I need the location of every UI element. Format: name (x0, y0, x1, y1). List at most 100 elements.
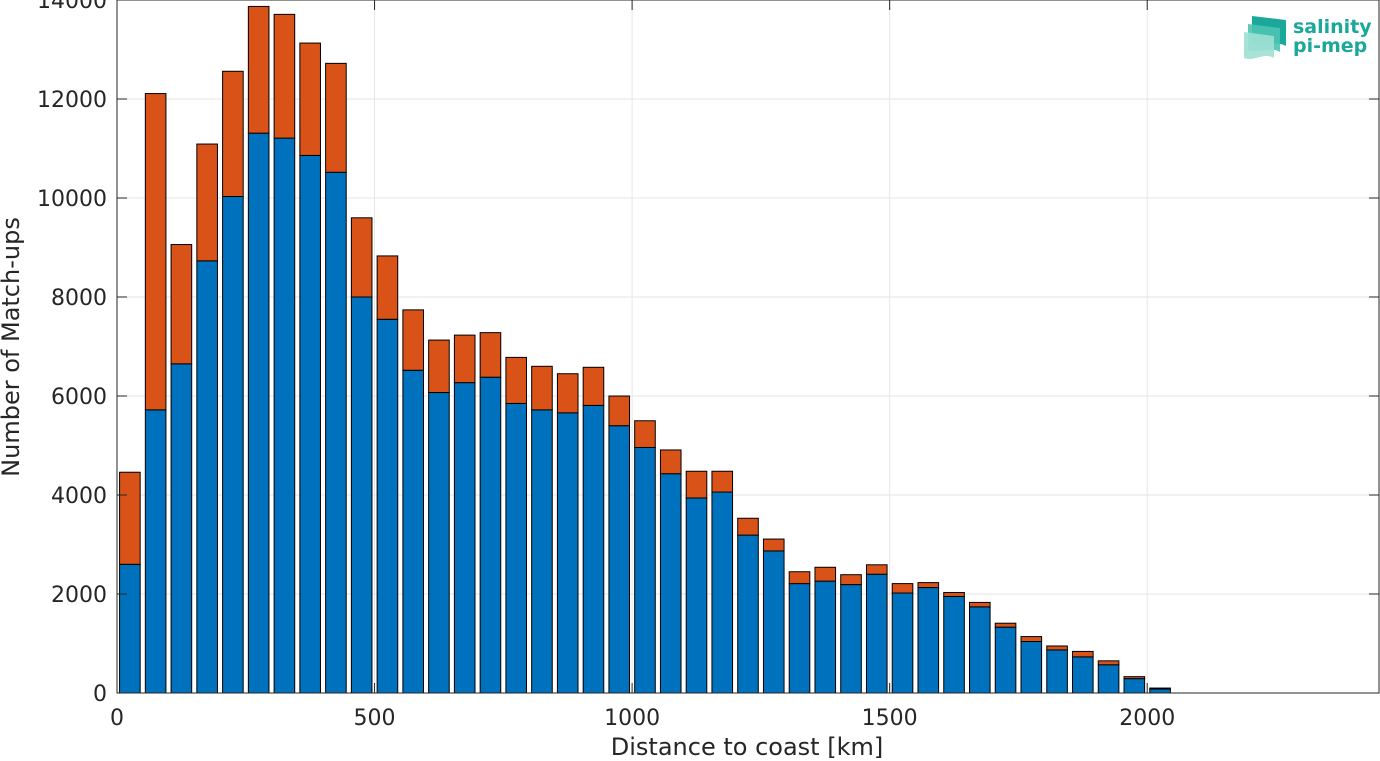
y-tick-label: 6000 (51, 385, 107, 410)
bar-series-1 (968, 606, 991, 694)
x-tick-label: 1000 (604, 706, 660, 731)
y-tick-label: 14000 (37, 0, 107, 14)
bar-series-2 (556, 373, 579, 414)
bar-series-2 (350, 217, 373, 298)
x-tick-label: 2000 (1119, 706, 1175, 731)
bar-series-1 (170, 363, 193, 694)
bar-series-2 (247, 5, 270, 134)
bar-series-2 (608, 395, 631, 427)
bar-series-1 (814, 580, 837, 694)
bar-series-2 (659, 449, 682, 475)
bar-series-2 (1097, 660, 1120, 666)
bar-series-2 (453, 334, 476, 384)
bar-series-2 (376, 255, 399, 320)
bar-series-1 (737, 534, 759, 694)
bar-series-2 (582, 366, 605, 406)
bar-series-1 (943, 595, 965, 694)
bar-series-1 (273, 137, 296, 694)
bar-series-2 (814, 566, 837, 582)
bar-series-2 (917, 582, 940, 589)
bar-series-1 (659, 473, 682, 694)
bar-series-2 (865, 564, 888, 575)
bar-series-1 (1020, 641, 1043, 694)
bar-series-2 (994, 622, 1017, 628)
bar-series-1 (222, 196, 244, 694)
bar-series-2 (1123, 676, 1146, 680)
bar-series-1 (531, 409, 553, 694)
ticks-group (116, 0, 1379, 694)
bar-series-2 (1020, 636, 1043, 643)
bar-series-1 (402, 369, 424, 694)
bar-series-1 (299, 154, 321, 694)
x-tick-label: 500 (354, 706, 396, 731)
bar-series-2 (273, 13, 296, 139)
bar-series-2 (505, 356, 528, 404)
bar-series-1 (119, 563, 141, 694)
bar-series-1 (711, 491, 734, 694)
y-tick-label: 12000 (37, 88, 107, 113)
bar-series-1 (505, 402, 528, 694)
bar-series-1 (325, 171, 347, 694)
bar-series-1 (788, 583, 811, 694)
bar-series-2 (762, 538, 785, 552)
bar-series-2 (968, 601, 991, 608)
bar-series-2 (737, 517, 759, 536)
bar-series-1 (1097, 664, 1120, 694)
bar-series-1 (1123, 678, 1146, 694)
bar-series-1 (556, 412, 579, 694)
bar-series-2 (170, 244, 193, 365)
bar-series-1 (840, 584, 862, 694)
logo-line1: salinity (1293, 16, 1372, 38)
bar-series-1 (196, 260, 218, 694)
bar-series-2 (634, 420, 656, 448)
bar-series-2 (325, 62, 347, 173)
bar-series-1 (608, 425, 631, 694)
y-tick-label: 0 (93, 682, 107, 707)
bar-series-1 (1046, 649, 1068, 694)
bar-series-1 (428, 392, 450, 694)
bar-series-1 (685, 497, 708, 694)
bar-series-1 (865, 573, 888, 694)
bar-series-2 (144, 93, 167, 411)
y-axis-label: Number of Match-ups (0, 217, 25, 477)
bar-series-1 (1149, 688, 1171, 694)
bar-series-1 (144, 409, 167, 694)
bar-series-2 (891, 583, 914, 594)
logo-line2: pi-mep (1293, 35, 1367, 57)
y-tick-label: 2000 (51, 583, 107, 608)
bar-series-2 (299, 42, 321, 156)
bar-series-2 (479, 332, 502, 378)
bar-series-2 (1072, 650, 1094, 658)
bar-series-1 (350, 296, 373, 694)
bar-series-2 (943, 592, 965, 597)
bar-series-1 (762, 550, 785, 694)
bar-series-2 (1149, 687, 1171, 690)
bar-series-1 (994, 626, 1017, 694)
bar-series-2 (1046, 645, 1068, 651)
bar-series-2 (531, 365, 553, 411)
bar-series-2 (711, 470, 734, 493)
bar-series-1 (917, 587, 940, 694)
bar-series-1 (634, 446, 656, 694)
x-tick-label: 0 (110, 706, 124, 731)
bar-series-1 (453, 382, 476, 694)
bar-series-2 (685, 470, 708, 499)
y-tick-label: 10000 (37, 187, 107, 212)
bar-series-2 (428, 339, 450, 394)
x-tick-label: 1500 (862, 706, 918, 731)
y-tick-label: 4000 (51, 484, 107, 509)
bar-series-2 (196, 143, 218, 262)
bar-series-2 (119, 471, 141, 565)
bar-series-2 (788, 571, 811, 585)
plot-frame (116, 0, 1380, 694)
bar-series-1 (479, 376, 502, 694)
tick-labels-group: 0 500 1000 1500 2000 0 2000 4000 6000 8000 10000 12… (37, 0, 1175, 731)
x-axis-label: Distance to coast [km] (611, 733, 883, 761)
bar-series-1 (247, 132, 270, 694)
bar-series-2 (402, 309, 424, 371)
bar-series-2 (222, 70, 244, 198)
bar-series-1 (1072, 656, 1094, 694)
salinity-pi-mep-logo: salinity pi-mep (1244, 16, 1372, 59)
bar-series-1 (376, 318, 399, 694)
